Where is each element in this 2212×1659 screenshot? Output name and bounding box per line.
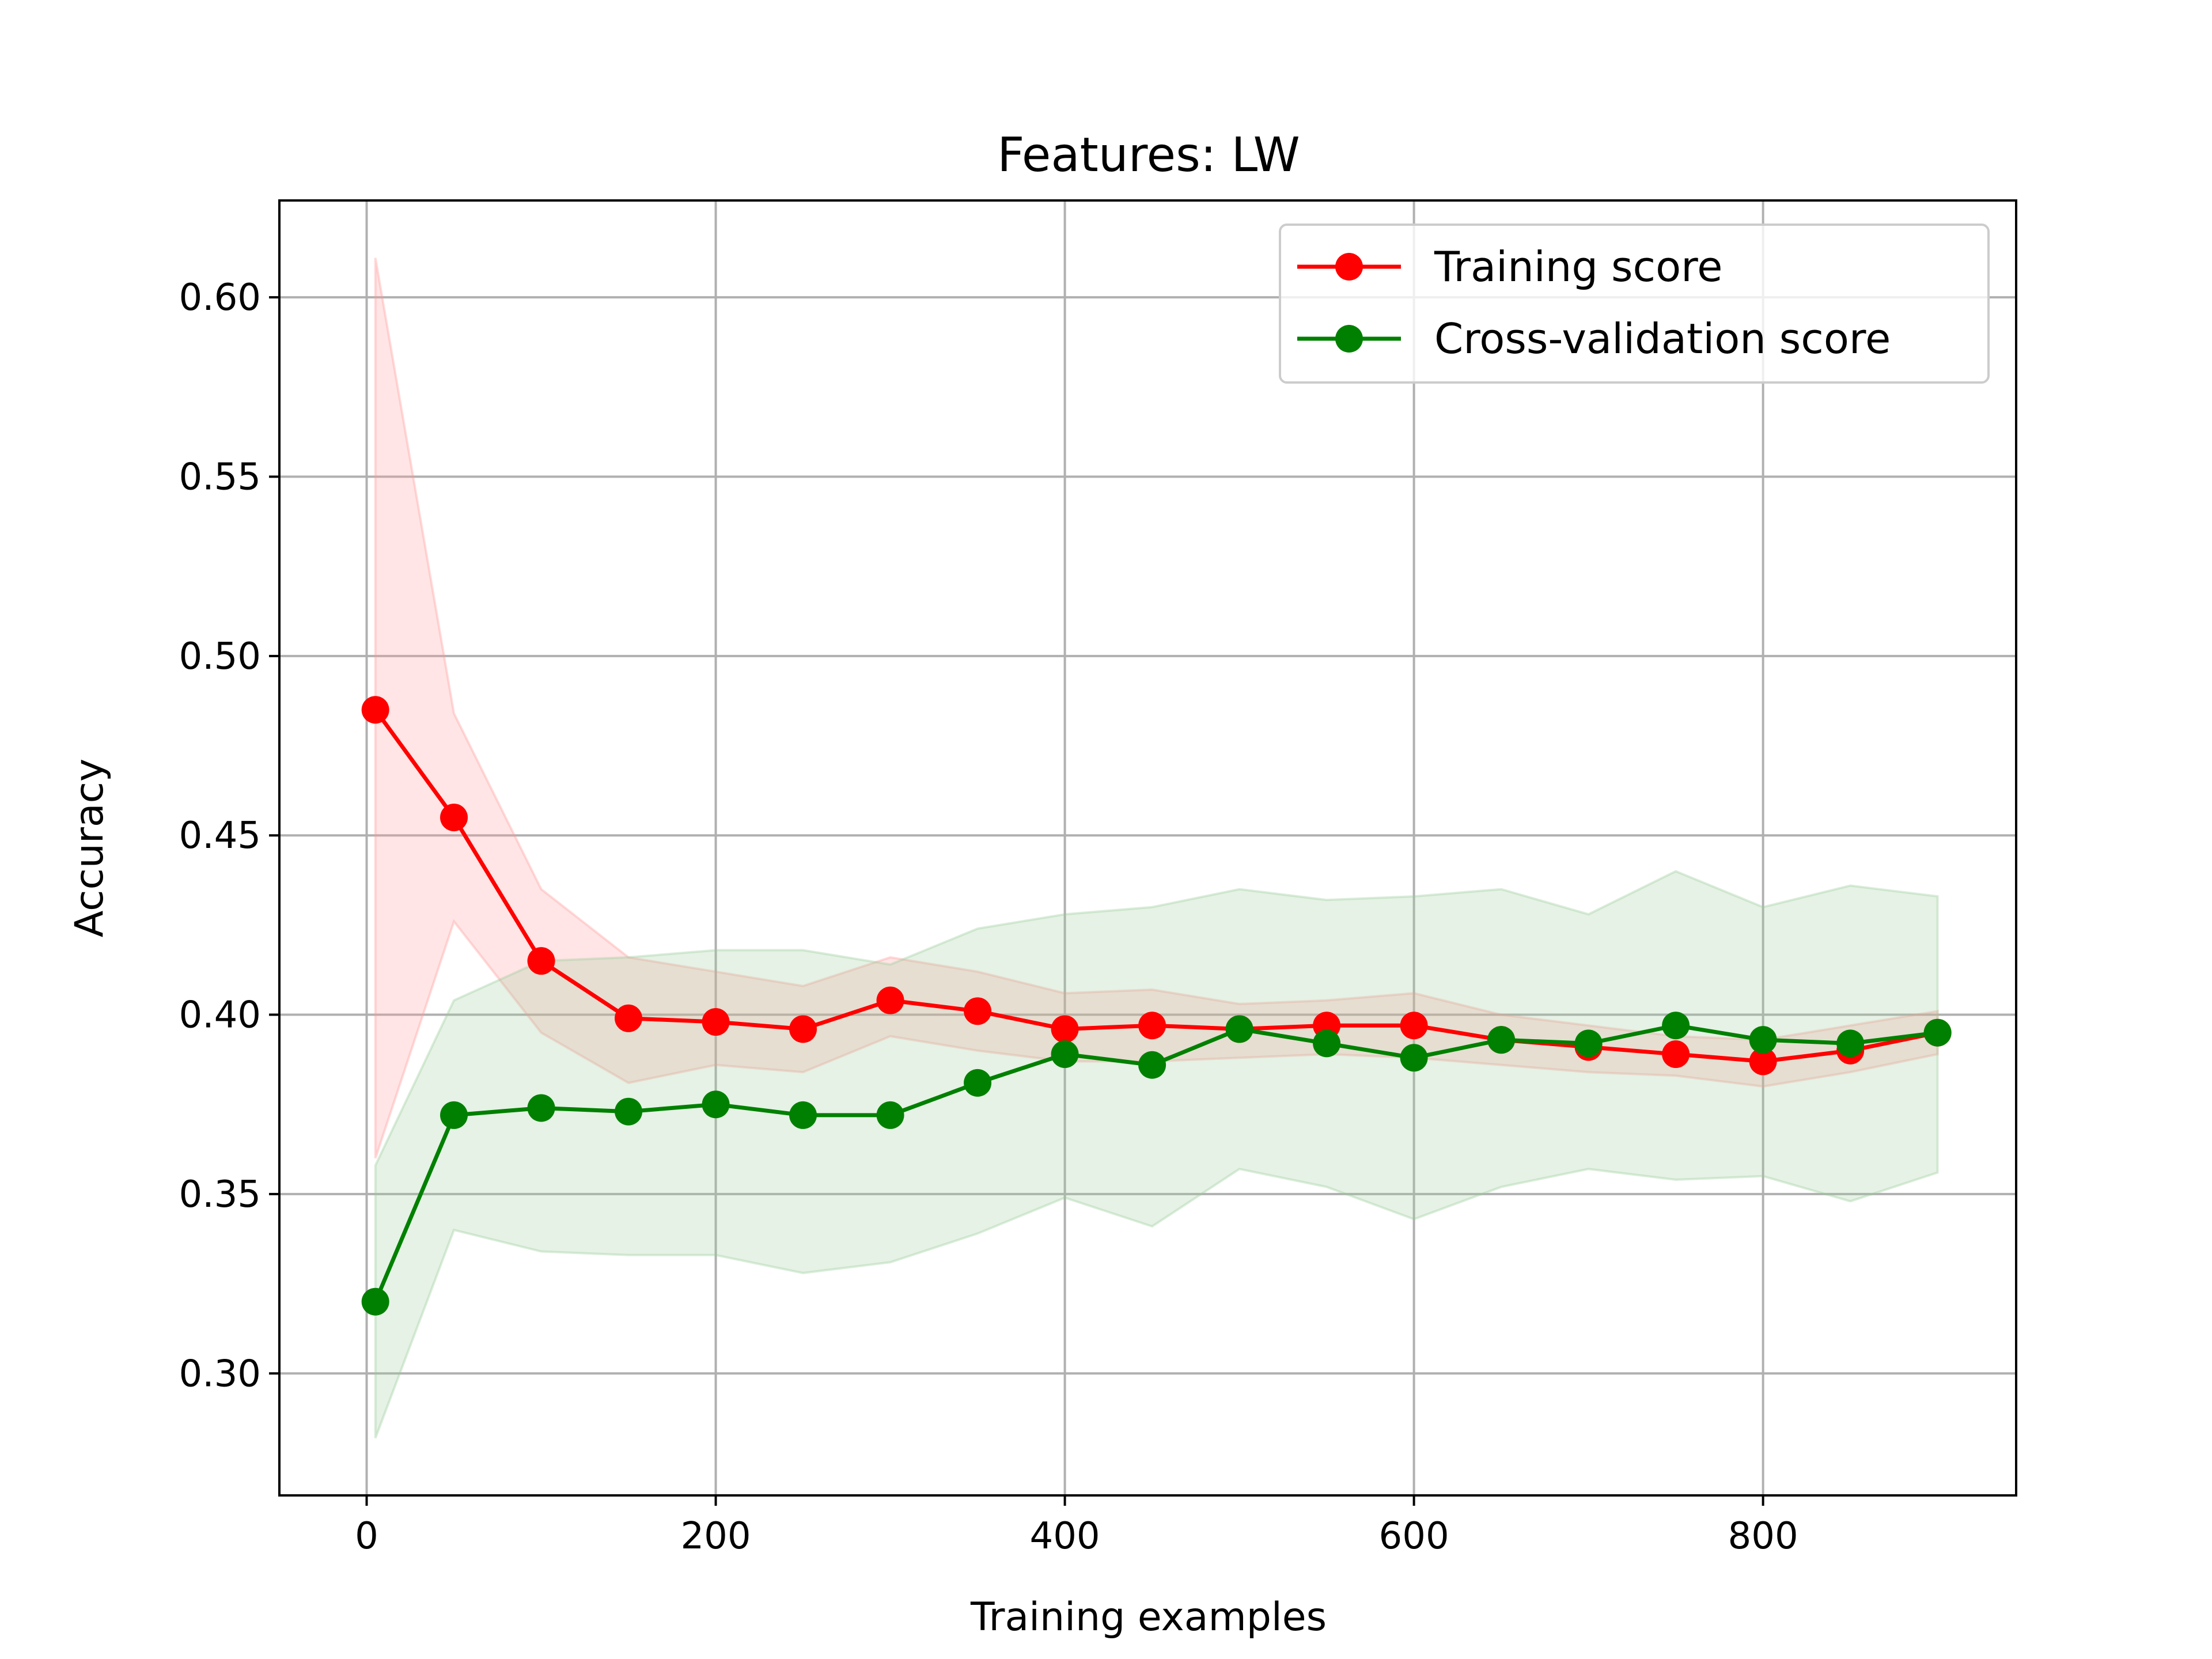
cv-score-point — [1313, 1029, 1341, 1058]
axes-layer: 0 200 400 600 800 0.30 0.35 0.40 0.45 0.50 0.55 0.6… — [179, 199, 2017, 1558]
training-std-band — [374, 257, 1939, 1159]
plot-frame — [278, 199, 2017, 1497]
x-tick-label: 800 — [1728, 1515, 1798, 1558]
legend-label-cv: Cross-validation score — [1434, 315, 1891, 363]
training-score-point — [615, 1004, 643, 1032]
cv-score-point — [1662, 1012, 1690, 1040]
cv-score-point — [964, 1069, 992, 1097]
chart-title: Features: LW — [997, 128, 1300, 183]
cv-score-point — [1225, 1015, 1253, 1043]
legend: Training score Cross-validation score — [1279, 224, 1990, 384]
y-tick-label: 0.35 — [179, 1173, 262, 1216]
cv-score-point — [615, 1097, 643, 1126]
cv-score-point — [1138, 1051, 1166, 1079]
cv-std-band — [374, 870, 1939, 1439]
cv-score-point — [527, 1094, 555, 1122]
cv-score-point — [1923, 1018, 1952, 1047]
cv-score-point — [1749, 1026, 1777, 1054]
cv-score-point — [361, 1287, 389, 1316]
y-tick-label: 0.30 — [179, 1353, 262, 1395]
cv-score-point — [1574, 1029, 1603, 1058]
training-score-point — [964, 997, 992, 1025]
training-score-point — [1051, 1015, 1079, 1043]
band-layer — [374, 257, 1939, 1439]
line-layer — [361, 696, 1952, 1316]
training-score-point — [1400, 1012, 1428, 1040]
x-tick-label: 600 — [1379, 1515, 1449, 1558]
training-score-point — [527, 947, 555, 975]
legend-marker-cv — [1335, 325, 1363, 353]
training-score-point — [1138, 1012, 1166, 1040]
legend-marker-training — [1335, 253, 1363, 281]
x-axis-label: Training examples — [970, 1594, 1327, 1640]
x-tick-label: 200 — [680, 1515, 751, 1558]
training-score-point — [702, 1008, 730, 1036]
cv-score-point — [876, 1101, 904, 1129]
cv-score-point — [440, 1101, 468, 1129]
training-score-point — [440, 804, 468, 832]
y-tick-label: 0.50 — [179, 635, 262, 678]
cv-score-point — [789, 1101, 817, 1129]
cv-score-point — [1051, 1040, 1079, 1069]
y-tick-label: 0.45 — [179, 815, 262, 857]
cv-score-point — [702, 1090, 730, 1119]
legend-box — [1279, 224, 1990, 384]
x-tick-label: 400 — [1029, 1515, 1100, 1558]
y-tick-label: 0.40 — [179, 994, 262, 1037]
cv-score-point — [1400, 1044, 1428, 1072]
grid-layer — [279, 200, 2016, 1495]
training-score-point — [1662, 1040, 1690, 1069]
legend-label-training: Training score — [1434, 243, 1722, 291]
training-score-point — [876, 986, 904, 1014]
cv-score-point — [1487, 1026, 1516, 1054]
y-tick-label: 0.60 — [179, 276, 262, 319]
cv-score-point — [1836, 1029, 1865, 1058]
y-tick-label: 0.55 — [179, 456, 262, 498]
y-axis-label: Accuracy — [67, 759, 112, 937]
training-score-point — [1749, 1047, 1777, 1075]
training-score-point — [789, 1015, 817, 1043]
x-tick-label: 0 — [355, 1515, 378, 1558]
training-score-point — [361, 696, 389, 724]
